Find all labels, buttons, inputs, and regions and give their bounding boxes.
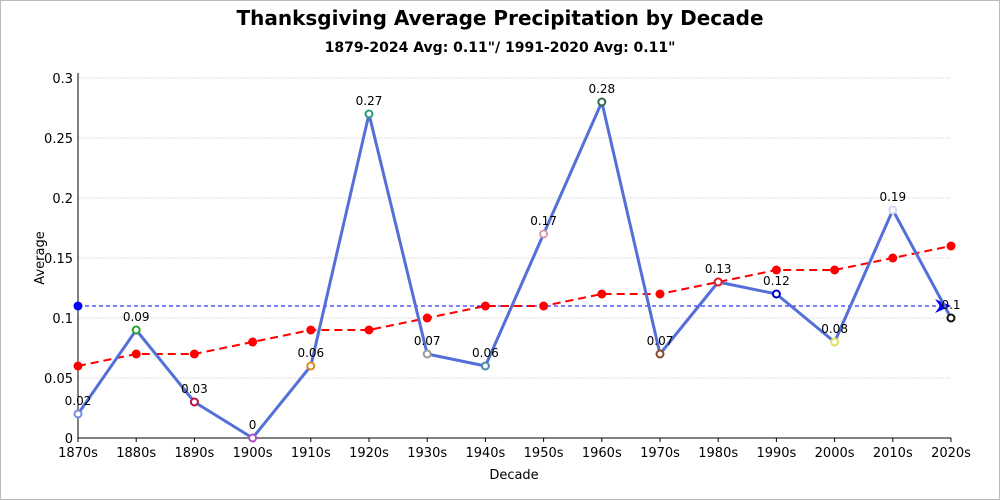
x-tick-label: 1960s (582, 446, 622, 461)
trend-point (830, 265, 840, 275)
data-point (655, 349, 665, 359)
data-label: 0.19 (879, 190, 906, 204)
y-tick-label: 0.3 (52, 72, 73, 87)
data-label: 0.1 (941, 298, 960, 312)
trend-point (655, 289, 665, 299)
trend-point (771, 265, 781, 275)
x-tick-label: 1980s (698, 446, 738, 461)
y-tick-label: 0.15 (44, 252, 73, 267)
data-label: 0.28 (588, 82, 615, 96)
average-start-marker (73, 301, 83, 311)
data-point (480, 361, 490, 371)
trend-point (480, 301, 490, 311)
data-label: 0.27 (356, 94, 383, 108)
data-label: 0 (249, 418, 257, 432)
data-point (306, 361, 316, 371)
trend-point (248, 337, 258, 347)
x-tick-label: 2010s (873, 446, 913, 461)
x-tick-label: 1900s (233, 446, 273, 461)
y-tick-label: 0.25 (44, 132, 73, 147)
x-tick-label: 1940s (465, 446, 505, 461)
data-label: 0.08 (821, 322, 848, 336)
y-tick-label: 0 (65, 432, 73, 447)
trend-point (364, 325, 374, 335)
trend-line (77, 245, 952, 367)
data-label: 0.03 (181, 382, 208, 396)
data-point (946, 313, 956, 323)
x-tick-label: 1930s (407, 446, 447, 461)
y-tick-label: 0.2 (52, 192, 73, 207)
trend-point (539, 301, 549, 311)
data-label: 0.17 (530, 214, 557, 228)
data-point (713, 277, 723, 287)
y-tick-label: 0.1 (52, 312, 73, 327)
x-tick-label: 2020s (931, 446, 971, 461)
data-point (131, 325, 141, 335)
x-tick-label: 1920s (349, 446, 389, 461)
trend-point (189, 349, 199, 359)
x-tick-label: 1870s (58, 446, 98, 461)
data-label: 0.09 (123, 310, 150, 324)
data-label: 0.07 (414, 334, 441, 348)
x-tick-label: 2000s (815, 446, 855, 461)
x-tick-label: 1880s (116, 446, 156, 461)
trend-point (422, 313, 432, 323)
trend-point (946, 241, 956, 251)
data-label: 0.06 (297, 346, 324, 360)
data-label: 0.13 (705, 262, 732, 276)
data-point (422, 349, 432, 359)
data-point (888, 205, 898, 215)
chart-title: Thanksgiving Average Precipitation by De… (236, 6, 763, 30)
x-tick-label: 1970s (640, 446, 680, 461)
trend-point (306, 325, 316, 335)
data-label: 0.12 (763, 274, 790, 288)
precipitation-line (76, 100, 953, 440)
chart-subtitle: 1879-2024 Avg: 0.11"/ 1991-2020 Avg: 0.1… (325, 40, 676, 56)
x-tick-label: 1950s (524, 446, 564, 461)
data-point (597, 97, 607, 107)
x-tick-label: 1910s (291, 446, 331, 461)
x-axis-label: Decade (489, 468, 538, 483)
data-label: 0.07 (647, 334, 674, 348)
trend-point (888, 253, 898, 263)
x-tick-label: 1890s (174, 446, 214, 461)
data-label: 0.06 (472, 346, 499, 360)
data-point (830, 337, 840, 347)
trend-point (131, 349, 141, 359)
y-axis-label: Average (33, 231, 48, 284)
data-point (539, 229, 549, 239)
y-tick-label: 0.05 (44, 372, 73, 387)
data-point (364, 109, 374, 119)
data-point (248, 433, 258, 443)
data-label: 0.02 (65, 394, 92, 408)
data-point (189, 397, 199, 407)
trend-point (597, 289, 607, 299)
data-point (73, 409, 83, 419)
x-tick-label: 1990s (756, 446, 796, 461)
trend-point (73, 361, 83, 371)
data-point (771, 289, 781, 299)
